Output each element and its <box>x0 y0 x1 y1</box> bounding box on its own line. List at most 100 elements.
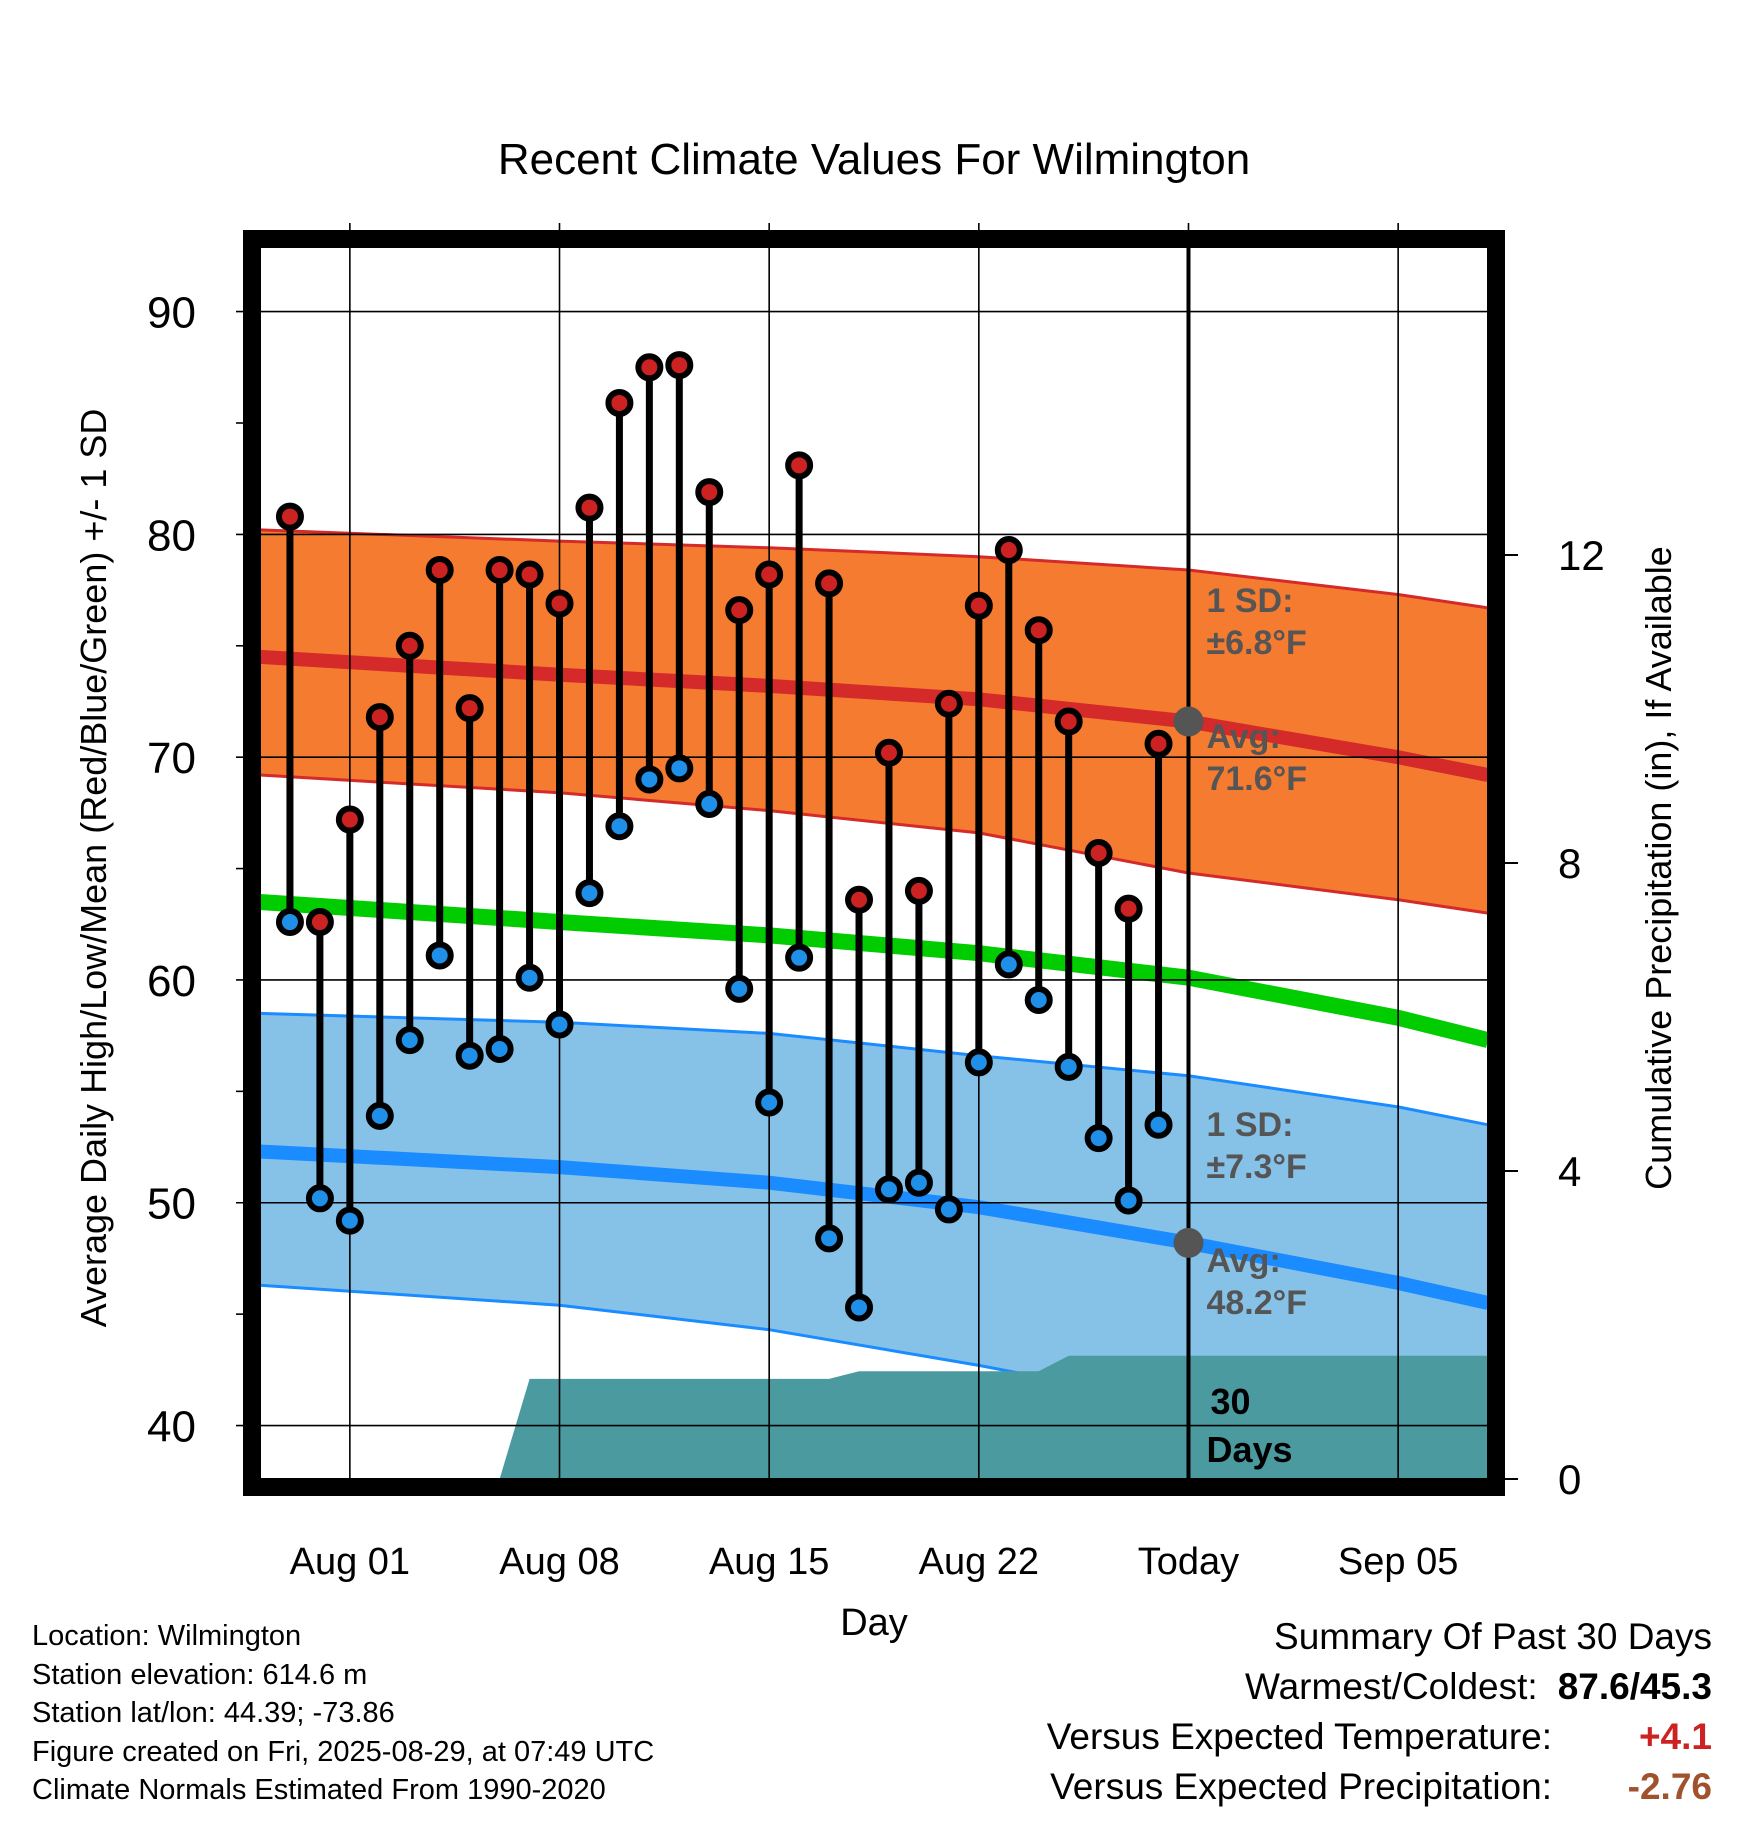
daily-high-point <box>635 353 664 382</box>
high-avg-value: 71.6°F <box>1206 760 1307 798</box>
daily-low-point <box>365 1101 394 1130</box>
daily-low-point <box>635 765 664 794</box>
y-tick-label: 70 <box>147 734 196 783</box>
daily-high-point <box>305 908 334 937</box>
daily-high-point <box>335 805 364 834</box>
daily-low-point <box>545 1010 574 1039</box>
daily-high-point <box>755 560 784 589</box>
y-tick-label: 60 <box>147 957 196 1006</box>
y-tick-label: 50 <box>147 1180 196 1229</box>
high-avg-label: Avg: <box>1206 718 1280 756</box>
precip-departure-label: Versus Expected Precipitation: <box>1050 1766 1552 1807</box>
precip-departure-row: Versus Expected Precipitation: -2.76 <box>1047 1762 1712 1812</box>
daily-high-point <box>1054 707 1083 736</box>
daily-high-point <box>455 694 484 723</box>
summary-title: Summary Of Past 30 Days <box>1274 1616 1712 1657</box>
daily-high-point <box>695 478 724 507</box>
daily-low-point <box>725 974 754 1003</box>
daily-high-point <box>785 451 814 480</box>
warmest-coldest-label: Warmest/Coldest: <box>1245 1666 1538 1707</box>
annotations: 1 SD: ±6.8°F Avg: 71.6°F 1 SD: ±7.3°F Avg: 48.2… <box>1173 582 1307 1470</box>
daily-low-point <box>665 754 694 783</box>
daily-high-point <box>1024 616 1053 645</box>
daily-low-point <box>934 1195 963 1224</box>
daily-high-point <box>395 631 424 660</box>
daily-high-point <box>815 569 844 598</box>
low-sd-value: ±7.3°F <box>1206 1148 1306 1186</box>
daily-high-point <box>545 589 574 618</box>
y-axis-label: Average Daily High/Low/Mean (Red/Blue/Gr… <box>73 409 114 1328</box>
daily-high-point <box>994 535 1023 564</box>
daily-high-point <box>275 502 304 531</box>
chart-title: Recent Climate Values For Wilmington <box>498 135 1250 184</box>
days-label: Days <box>1206 1429 1292 1470</box>
y2-axis-label: Cumulative Precipitation (in), If Availa… <box>1638 546 1679 1190</box>
daily-low-point <box>275 908 304 937</box>
station-info: Location: Wilmington Station elevation: … <box>32 1617 654 1810</box>
daily-high-point <box>575 493 604 522</box>
temp-departure-row: Versus Expected Temperature: +4.1 <box>1047 1712 1712 1762</box>
low-avg-label: Avg: <box>1206 1242 1280 1280</box>
daily-low-point <box>904 1168 933 1197</box>
days-count-label: 30 <box>1210 1381 1250 1422</box>
daily-low-point <box>874 1175 903 1204</box>
low-sd-band <box>260 1013 1488 1468</box>
daily-low-point <box>605 812 634 841</box>
location-text: Location: Wilmington <box>32 1620 302 1652</box>
observations <box>275 351 1173 1322</box>
daily-low-point <box>425 941 454 970</box>
daily-low-point <box>785 943 814 972</box>
daily-high-point <box>1144 729 1173 758</box>
daily-low-point <box>1024 986 1053 1015</box>
today-high-avg-marker <box>1173 706 1204 737</box>
daily-low-point <box>1144 1110 1173 1139</box>
daily-high-point <box>605 388 634 417</box>
daily-low-point <box>964 1048 993 1077</box>
daily-low-point <box>845 1293 874 1322</box>
daily-high-point <box>904 876 933 905</box>
daily-low-point <box>815 1224 844 1253</box>
warmest-coldest-value: 87.6/45.3 <box>1557 1666 1712 1707</box>
daily-low-point <box>1084 1124 1113 1153</box>
daily-high-point <box>1084 838 1113 867</box>
today-low-avg-marker <box>1173 1227 1204 1258</box>
daily-low-point <box>305 1184 334 1213</box>
normals-text: Climate Normals Estimated From 1990-2020 <box>32 1774 606 1806</box>
x-tick-label: Sep 05 <box>1338 1541 1458 1583</box>
daily-low-point <box>455 1041 484 1070</box>
daily-low-point <box>755 1088 784 1117</box>
temp-departure-value: +4.1 <box>1638 1716 1712 1757</box>
daily-low-point <box>1054 1052 1083 1081</box>
x-tick-label: Aug 01 <box>290 1541 410 1583</box>
daily-high-point <box>665 351 694 380</box>
daily-low-point <box>1114 1186 1143 1215</box>
high-sd-value: ±6.8°F <box>1206 624 1306 662</box>
x-tick-label: Today <box>1138 1541 1239 1583</box>
y-tick-label: 90 <box>147 289 196 338</box>
y-tick-label: 80 <box>147 511 196 560</box>
x-tick-label: Aug 15 <box>709 1541 829 1583</box>
daily-low-point <box>515 963 544 992</box>
y2-tick-label: 4 <box>1558 1148 1581 1195</box>
temp-departure-label: Versus Expected Temperature: <box>1046 1716 1552 1757</box>
high-sd-band <box>260 529 1488 914</box>
daily-high-point <box>964 591 993 620</box>
daily-high-point <box>365 703 394 732</box>
warmest-coldest-row: Warmest/Coldest: 87.6/45.3 <box>1047 1662 1712 1712</box>
daily-low-point <box>485 1035 514 1064</box>
low-sd-label: 1 SD: <box>1206 1106 1293 1144</box>
elevation-text: Station elevation: 614.6 m <box>32 1658 368 1691</box>
precip-departure-value: -2.76 <box>1627 1766 1712 1807</box>
daily-high-point <box>874 738 903 767</box>
y2-tick-label: 8 <box>1558 840 1581 887</box>
axes: Aug 01 Aug 08 Aug 15 Aug 22 Today Sep 0540506… <box>147 230 1605 1583</box>
latlon-text: Station lat/lon: 44.39; -73.86 <box>32 1697 395 1729</box>
daily-low-point <box>335 1206 364 1235</box>
x-tick-label: Aug 08 <box>499 1541 619 1583</box>
summary-panel: Summary Of Past 30 Days Warmest/Coldest:… <box>1047 1612 1712 1812</box>
daily-high-point <box>425 556 454 585</box>
x-axis-label: Day <box>840 1602 908 1644</box>
daily-high-point <box>845 885 874 914</box>
daily-high-point <box>725 596 754 625</box>
